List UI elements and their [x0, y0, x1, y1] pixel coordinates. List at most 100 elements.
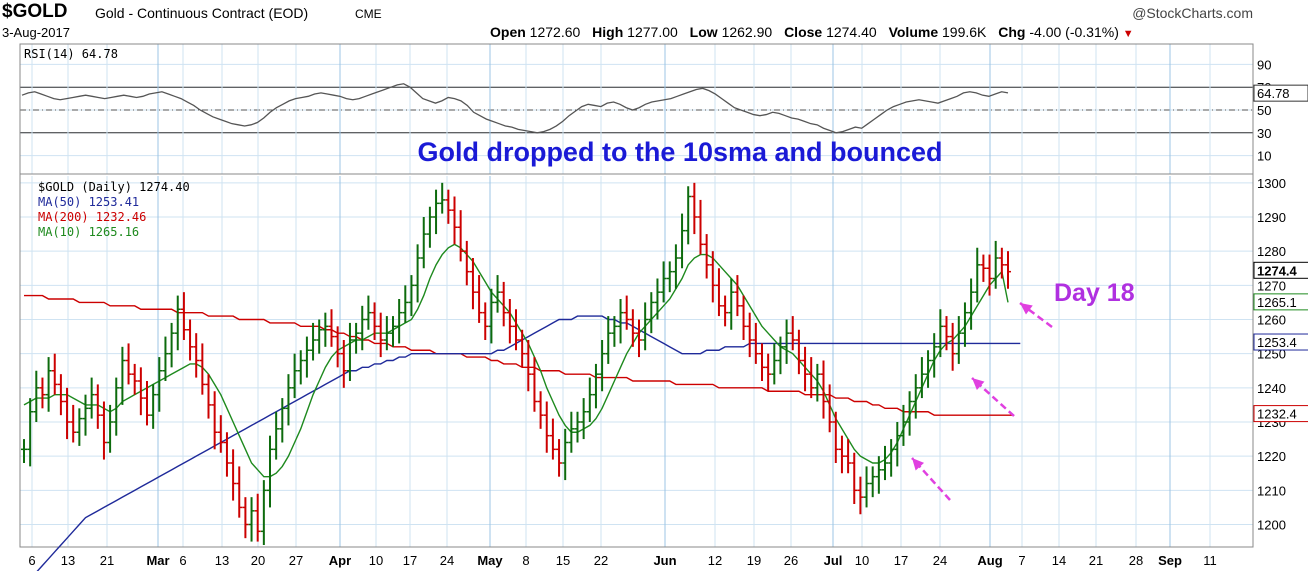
ohlc-summary: Open 1272.60 High 1277.00 Low 1262.90 Cl… — [490, 24, 1134, 40]
ohlc-bar — [937, 309, 944, 358]
ohlc-bar — [777, 336, 784, 375]
open-label: Open — [490, 24, 526, 40]
x-tick-label: 24 — [440, 553, 454, 568]
ohlc-bar — [771, 343, 778, 385]
ohlc-bar — [912, 374, 919, 419]
ohlc-bar — [691, 182, 698, 235]
ohlc-bar — [857, 476, 864, 515]
high-value: 1277.00 — [627, 24, 678, 40]
price-tick-label: 1210 — [1257, 483, 1286, 498]
ohlc-bar — [371, 302, 378, 340]
ohlc-bar — [476, 275, 483, 323]
ohlc-bar — [420, 217, 427, 269]
ohlc-bar — [906, 391, 913, 436]
ohlc-bar — [236, 466, 243, 518]
symbol-title: $GOLD — [2, 1, 68, 22]
ohlc-bar — [943, 316, 950, 351]
ohlc-bar — [334, 326, 341, 368]
ohlc-bar — [439, 182, 446, 214]
ohlc-bar — [383, 316, 390, 351]
ohlc-bar — [574, 411, 581, 443]
rsi-value-box — [1253, 84, 1308, 102]
ohlc-bar — [900, 404, 907, 446]
ohlc-bar — [599, 340, 606, 392]
ohlc-bar — [562, 428, 569, 481]
volume-label: Volume — [888, 24, 939, 40]
ohlc-bar — [346, 322, 353, 381]
price-tick-label: 1220 — [1257, 449, 1286, 464]
x-tick-label: 11 — [1203, 553, 1217, 568]
right-value-box — [1253, 405, 1308, 423]
ohlc-bar — [328, 309, 335, 347]
arrow-head — [1020, 303, 1033, 315]
right-price-labels: 1274.4 1265.1 1253.4 1232.4 — [1253, 261, 1308, 423]
volume-value: 199.6K — [942, 24, 987, 40]
x-tick-label: 17 — [894, 553, 908, 568]
low-value: 1262.90 — [721, 24, 773, 40]
x-tick-label: Mar — [146, 553, 169, 568]
chart-date: 3-Aug-2017 — [2, 25, 70, 40]
ohlc-bar — [254, 493, 261, 542]
ohlc-bar — [925, 350, 932, 388]
annotation-arrows — [911, 302, 1053, 501]
legend-ma200: MA(200) 1232.46 — [38, 210, 146, 224]
x-tick-label: 15 — [556, 553, 570, 568]
x-tick-label: 10 — [369, 553, 383, 568]
x-tick-label: 28 — [1129, 553, 1143, 568]
ohlc-bar — [174, 295, 181, 351]
rsi-legend: RSI(14) 64.78 — [24, 47, 118, 61]
exchange-label: CME — [355, 7, 382, 21]
ohlc-bar — [728, 278, 735, 330]
right-value-box — [1253, 261, 1308, 279]
ohlc-bar — [556, 439, 563, 477]
x-tick-label: 6 — [28, 553, 35, 568]
x-tick-label: 8 — [522, 553, 529, 568]
ohlc-bar — [377, 312, 384, 358]
ohlc-bar — [592, 363, 599, 409]
ohlc-bar — [426, 206, 433, 248]
rsi-tick-label: 50 — [1257, 103, 1271, 118]
ohlc-bar — [57, 374, 64, 416]
ohlc-bar — [869, 466, 876, 498]
ohlc-bar — [513, 309, 519, 351]
price-axis: 1200121012201230124012501260127012801290… — [1257, 176, 1286, 533]
ohlc-bar — [199, 343, 206, 395]
copyright-label: @StockCharts.com — [1132, 5, 1253, 21]
ohlc-bar — [974, 247, 981, 303]
ohlc-bar — [888, 439, 895, 477]
ohlc-bar — [187, 319, 194, 361]
x-tick-label: Aug — [977, 553, 1002, 568]
ohlc-bar — [88, 377, 95, 419]
right-value-label: 1274.4 — [1257, 263, 1298, 278]
ohlc-bar — [100, 401, 107, 460]
ohlc-bar — [144, 381, 150, 426]
ohlc-bar — [660, 261, 667, 303]
price-tick-label: 1270 — [1257, 278, 1286, 293]
pointer-arrow — [971, 377, 1015, 417]
ma200-line — [24, 294, 1015, 416]
ohlc-bar — [211, 391, 218, 450]
open-value: 1272.60 — [529, 24, 581, 40]
ohlc-bar — [519, 329, 526, 368]
close-value: 1274.40 — [826, 24, 877, 40]
ohlc-bar — [882, 445, 888, 481]
ohlc-bar — [285, 374, 292, 426]
ohlc-bar — [451, 196, 458, 245]
ohlc-bar — [39, 377, 46, 409]
ohlc-bar — [353, 322, 360, 354]
rsi-axis: 103050709064.78 — [1253, 57, 1308, 164]
x-tick-label: 6 — [179, 553, 186, 568]
ohlc-bar — [113, 377, 120, 436]
ohlc-bar — [685, 186, 692, 245]
ohlc-bar — [457, 210, 464, 262]
x-tick-label: 13 — [61, 553, 75, 568]
right-value-label: 1253.4 — [1257, 335, 1297, 350]
ohlc-bar — [703, 234, 710, 279]
ohlc-bar — [168, 322, 175, 368]
ohlc-bar — [752, 322, 759, 364]
low-label: Low — [689, 24, 718, 40]
ohlc-bar — [605, 316, 612, 364]
chg-label: Chg — [998, 24, 1026, 40]
x-tick-label: Jul — [824, 553, 843, 568]
ohlc-bar — [217, 415, 224, 453]
